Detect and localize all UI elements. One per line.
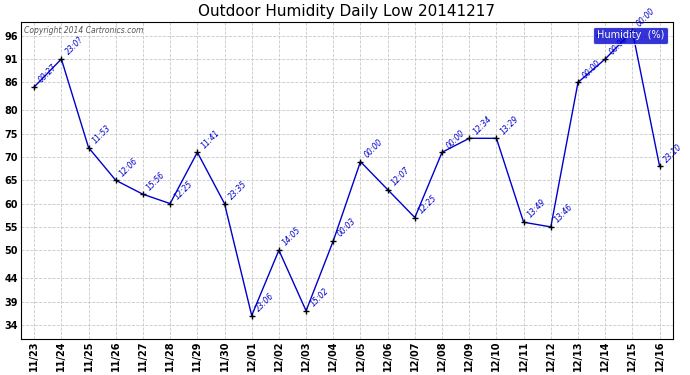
Text: 12:34: 12:34 — [471, 114, 493, 136]
Text: 23:35: 23:35 — [227, 179, 248, 201]
Text: 13:46: 13:46 — [553, 202, 575, 225]
Text: 00:00: 00:00 — [607, 34, 629, 57]
Text: 23:10: 23:10 — [662, 142, 684, 164]
Text: 15:56: 15:56 — [145, 170, 167, 192]
Text: 15:02: 15:02 — [308, 286, 331, 309]
Text: 23:0?: 23:0? — [63, 35, 85, 57]
Text: 00:00: 00:00 — [363, 137, 384, 159]
Legend: Humidity  (%): Humidity (%) — [593, 27, 669, 44]
Text: 14:05: 14:05 — [281, 226, 303, 248]
Text: 12:25: 12:25 — [172, 179, 195, 201]
Text: 12:25: 12:25 — [417, 193, 439, 215]
Text: Copyright 2014 Cartronics.com: Copyright 2014 Cartronics.com — [24, 27, 144, 36]
Text: 13:49: 13:49 — [526, 198, 548, 220]
Text: 12:07: 12:07 — [390, 165, 412, 187]
Text: 00:00: 00:00 — [635, 7, 657, 29]
Title: Outdoor Humidity Daily Low 20141217: Outdoor Humidity Daily Low 20141217 — [199, 4, 495, 19]
Text: 09:27: 09:27 — [37, 63, 59, 85]
Text: 00:00: 00:00 — [444, 128, 466, 150]
Text: 11:53: 11:53 — [90, 123, 112, 145]
Text: 00:00: 00:00 — [580, 58, 602, 80]
Text: 23:06: 23:06 — [254, 291, 276, 313]
Text: 13:29: 13:29 — [499, 114, 521, 136]
Text: 00:03: 00:03 — [335, 216, 357, 238]
Text: 11:41: 11:41 — [199, 128, 221, 150]
Text: 12:06: 12:06 — [118, 156, 140, 178]
